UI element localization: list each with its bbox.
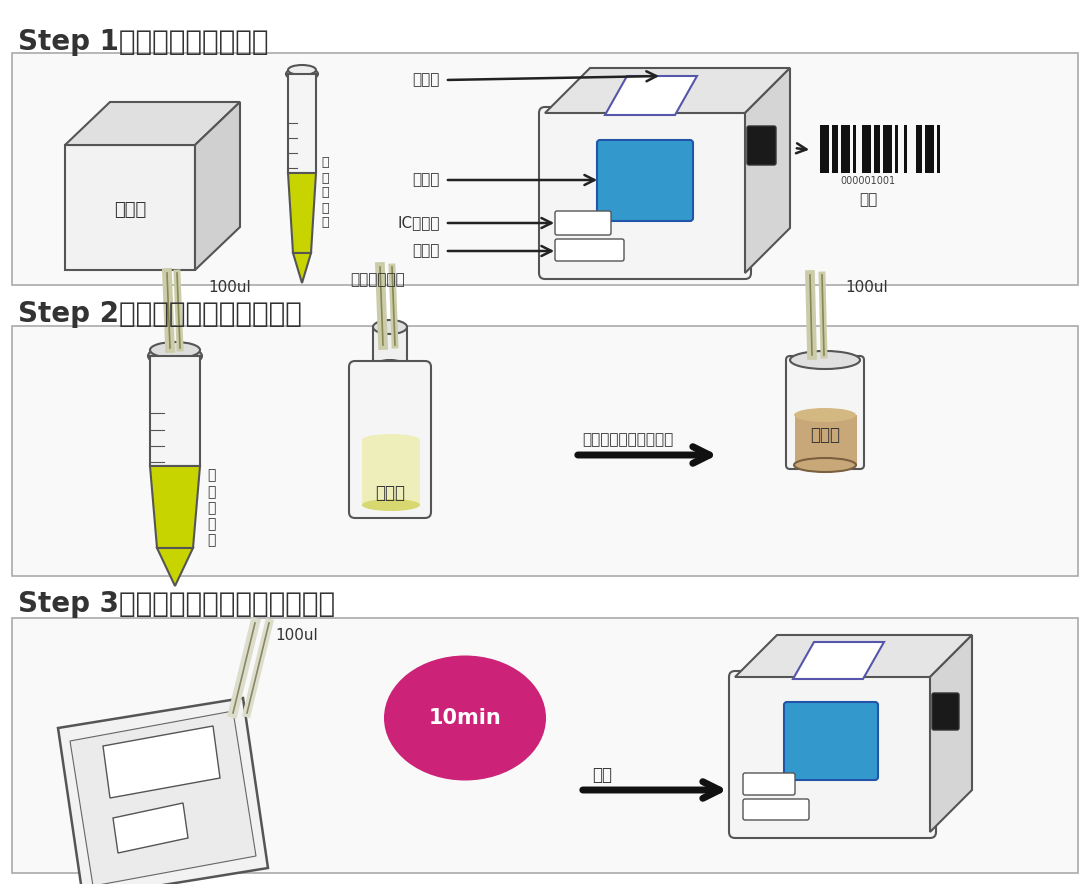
FancyBboxPatch shape [555,239,623,261]
FancyBboxPatch shape [555,211,611,235]
FancyBboxPatch shape [743,799,809,820]
Polygon shape [735,635,972,677]
Text: 100ul: 100ul [275,628,318,643]
Bar [12,618,1078,873]
Bar [907,125,916,173]
Bar [856,125,862,173]
FancyBboxPatch shape [729,671,936,838]
Bar [937,125,940,173]
Text: 000001001: 000001001 [840,176,896,186]
Text: 显示屏: 显示屏 [413,172,440,187]
Bar [838,125,841,173]
Bar [904,125,907,173]
Polygon shape [930,635,972,832]
Ellipse shape [373,360,407,374]
Polygon shape [70,711,256,884]
Polygon shape [157,548,193,586]
Polygon shape [293,253,311,283]
Polygon shape [545,68,790,113]
Text: 100ul: 100ul [845,280,887,295]
FancyBboxPatch shape [747,126,776,165]
Text: 体积见说明书: 体积见说明书 [350,272,404,287]
Bar [892,125,895,173]
Text: IC卡插口: IC卡插口 [398,216,440,231]
Ellipse shape [286,67,318,80]
Polygon shape [113,803,187,853]
Polygon shape [605,76,697,115]
Bar [925,125,934,173]
Text: 待
测
提
取
液: 待 测 提 取 液 [320,156,328,230]
Polygon shape [150,466,199,548]
Bar [880,125,883,173]
Text: 打印机: 打印机 [413,72,440,88]
FancyBboxPatch shape [784,702,879,780]
Bar [850,125,853,173]
Bar [841,125,850,173]
Ellipse shape [373,320,407,334]
Bar [898,125,904,173]
Text: 稀释液: 稀释液 [375,484,405,502]
Text: 扫码: 扫码 [859,193,877,208]
Bar [829,125,832,173]
Bar [12,53,1078,285]
FancyBboxPatch shape [538,107,751,279]
Text: Step 2：取样、加稀释液，混匀: Step 2：取样、加稀释液，混匀 [19,300,302,328]
Polygon shape [58,698,268,884]
Bar [795,415,857,465]
Text: 样品杯: 样品杯 [810,426,840,444]
Ellipse shape [362,434,420,446]
Bar [853,125,856,173]
FancyBboxPatch shape [597,140,693,221]
Ellipse shape [794,458,856,472]
Text: Step 1：回温、开机、扫码: Step 1：回温、开机、扫码 [19,28,268,56]
Ellipse shape [288,65,316,75]
Bar [883,125,892,173]
Polygon shape [794,642,884,679]
Text: 插卡口: 插卡口 [413,243,440,258]
Bar [362,440,420,505]
Polygon shape [65,102,240,145]
Bar [373,327,407,367]
Bar [832,125,838,173]
Polygon shape [65,145,195,270]
Ellipse shape [148,346,202,366]
Polygon shape [744,68,790,273]
Polygon shape [195,102,240,270]
Polygon shape [288,173,316,253]
Bar [12,326,1078,576]
Bar [934,125,937,173]
Text: 待
测
提
取
液: 待 测 提 取 液 [207,469,216,547]
Bar [922,125,925,173]
Ellipse shape [384,656,546,781]
Ellipse shape [150,342,199,358]
Ellipse shape [794,408,856,422]
Bar [895,125,898,173]
Text: Step 3：加样，读数，打印检测报告: Step 3：加样，读数，打印检测报告 [19,590,335,618]
Ellipse shape [790,351,860,369]
Bar [916,125,922,173]
Bar [862,125,871,173]
FancyBboxPatch shape [743,773,795,795]
Text: 试剂盒: 试剂盒 [113,201,146,219]
Bar [871,125,874,173]
FancyBboxPatch shape [786,356,864,469]
FancyBboxPatch shape [932,693,959,730]
Polygon shape [102,726,220,798]
FancyBboxPatch shape [349,361,431,518]
Text: 10min: 10min [428,708,501,728]
Ellipse shape [362,499,420,511]
Bar [820,125,829,173]
Text: 100ul: 100ul [208,280,251,295]
Bar [874,125,880,173]
Text: 加入样品杯，吸打混匀: 加入样品杯，吸打混匀 [582,432,674,447]
Polygon shape [150,356,199,466]
Polygon shape [288,74,316,173]
Text: 读数: 读数 [592,766,611,784]
